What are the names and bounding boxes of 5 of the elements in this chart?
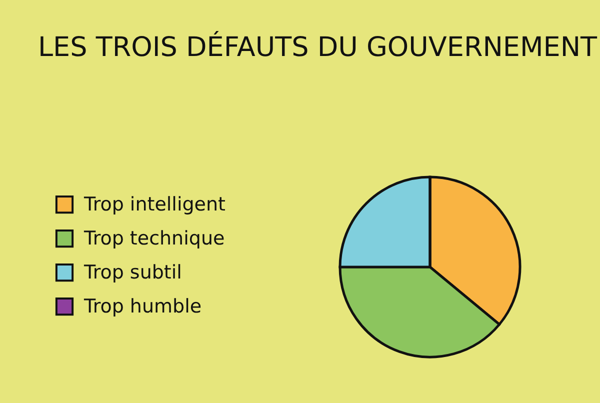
legend-label: Trop humble	[83, 296, 202, 318]
legend-label: Trop technique	[83, 228, 225, 250]
legend-label: Trop intelligent	[83, 194, 226, 216]
legend-label: Trop subtil	[83, 262, 182, 284]
chart-title: LES TROIS DÉFAUTS DU GOUVERNEMENT	[38, 30, 598, 63]
